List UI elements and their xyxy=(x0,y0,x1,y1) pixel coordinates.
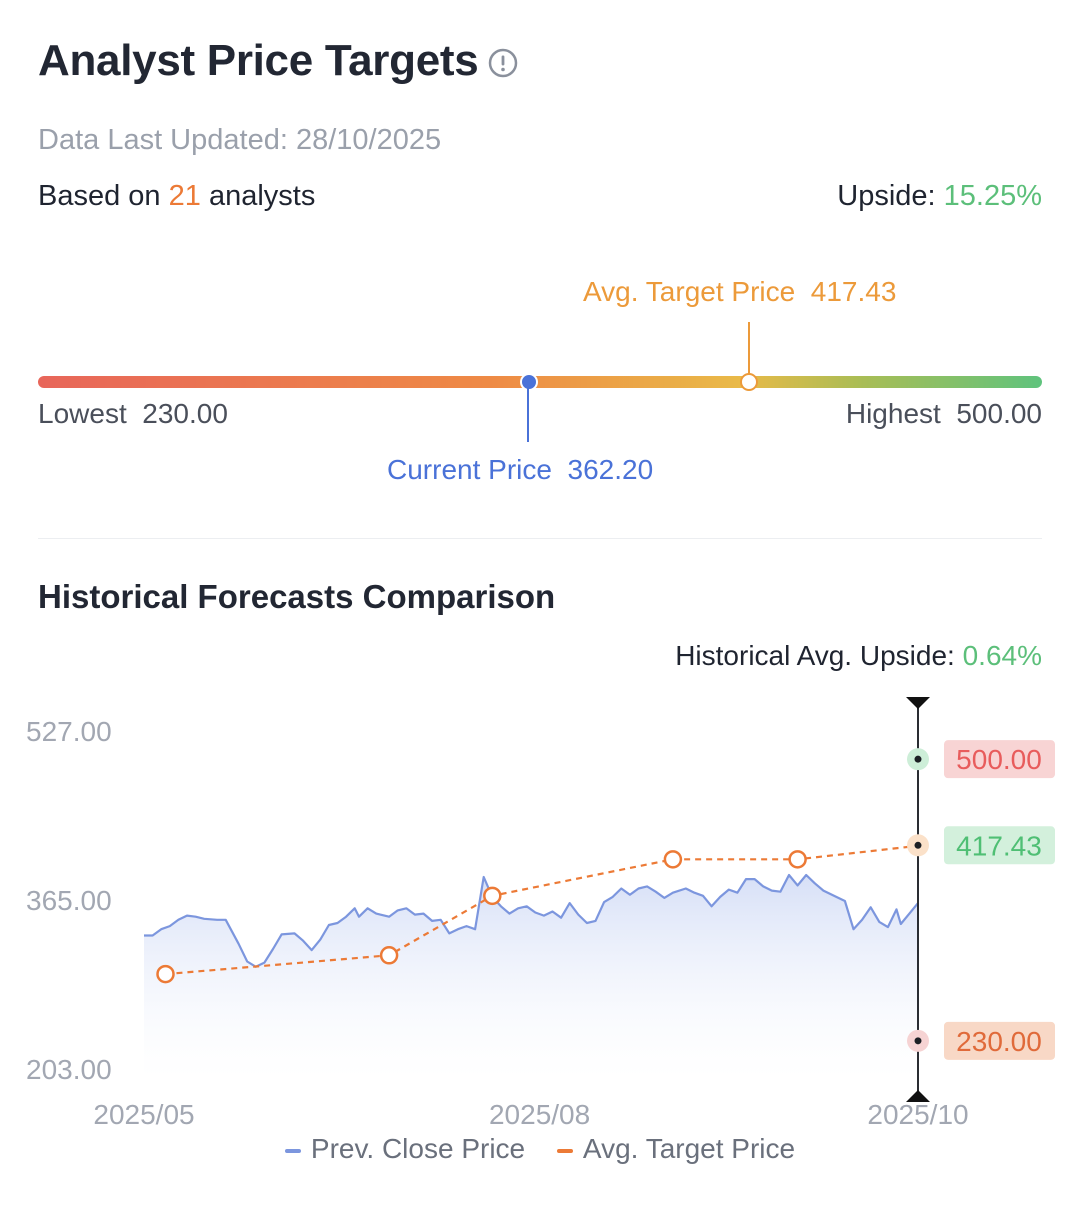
target-price-line xyxy=(165,844,919,976)
cursor-bottom-arrow xyxy=(906,1090,930,1102)
chart-legend: Prev. Close Price Avg. Target Price xyxy=(0,1133,1080,1165)
close-price-area xyxy=(144,875,918,1079)
analysts-count: Based on 21 analysts xyxy=(38,180,315,213)
close-price-line xyxy=(144,873,919,968)
upside-label: Upside: xyxy=(837,180,936,212)
last-updated: Data Last Updated: 28/10/2025 xyxy=(38,124,442,156)
marker-label-high: 500.00 xyxy=(956,744,1042,775)
highest-value: 500.00 xyxy=(956,398,1042,429)
avg-target-pointer xyxy=(748,322,750,376)
current-price-text: Current Price xyxy=(387,454,552,485)
marker-tag-avg xyxy=(944,826,1055,865)
avg-target-text: Avg. Target Price xyxy=(583,276,796,307)
target-price-point xyxy=(483,886,502,906)
lowest-text: Lowest xyxy=(38,398,127,429)
target-price-point xyxy=(788,850,807,869)
legend-swatch-target xyxy=(556,1148,573,1153)
legend-label-close: Prev. Close Price xyxy=(310,1133,526,1164)
target-price-point xyxy=(379,946,399,965)
legend-label-target: Avg. Target Price xyxy=(582,1133,796,1164)
marker-label-avg: 417.43 xyxy=(956,830,1042,861)
history-chart[interactable]: 527.00 365.00 203.00 2025/05 2025/08 2025/10 5… xyxy=(0,690,1080,1130)
section-divider xyxy=(38,538,1042,539)
highest-text: Highest xyxy=(845,398,941,429)
analysts-prefix: Based on xyxy=(38,180,161,212)
cursor-top-arrow xyxy=(906,697,930,709)
page-title: Analyst Price Targets xyxy=(38,36,479,85)
historical-upside-value: 0.64% xyxy=(962,640,1042,671)
analysts-suffix: analysts xyxy=(208,180,316,212)
legend-item-close[interactable]: Prev. Close Price xyxy=(284,1133,526,1165)
avg-target-marker xyxy=(740,373,758,391)
price-range-bar xyxy=(38,376,1042,388)
y-tick-label: 527.00 xyxy=(26,716,112,747)
x-tick-label: 2025/08 xyxy=(489,1099,590,1130)
marker-dot-low xyxy=(914,1037,922,1045)
legend-item-target[interactable]: Avg. Target Price xyxy=(556,1133,796,1165)
y-tick-label: 365.00 xyxy=(26,885,112,916)
current-price-label: Current Price 362.20 xyxy=(387,454,653,486)
lowest-value: 230.00 xyxy=(142,398,228,429)
marker-dot-avg xyxy=(914,841,922,849)
current-price-value: 362.20 xyxy=(567,454,654,485)
current-price-marker xyxy=(520,373,538,391)
current-price-pointer xyxy=(527,388,529,442)
target-price-point xyxy=(156,964,175,984)
avg-target-value: 417.43 xyxy=(810,276,897,307)
history-title: Historical Forecasts Comparison xyxy=(38,578,556,615)
historical-upside: Historical Avg. Upside: 0.64% xyxy=(675,640,1042,672)
y-tick-label: 203.00 xyxy=(26,1054,112,1085)
historical-upside-label: Historical Avg. Upside: xyxy=(675,640,955,671)
avg-target-label: Avg. Target Price 417.43 xyxy=(583,276,896,308)
x-tick-label: 2025/05 xyxy=(93,1099,194,1130)
marker-tag-low xyxy=(944,1021,1055,1060)
analysts-number: 21 xyxy=(168,180,201,212)
highest-label: Highest 500.00 xyxy=(846,398,1042,430)
marker-label-low: 230.00 xyxy=(956,1026,1042,1057)
legend-swatch-close xyxy=(284,1148,301,1153)
upside-summary: Upside: 15.25% xyxy=(837,180,1042,213)
marker-tag-high xyxy=(944,740,1055,779)
lowest-label: Lowest 230.00 xyxy=(38,398,228,430)
marker-dot-high xyxy=(914,755,922,763)
info-icon[interactable] xyxy=(488,48,518,78)
x-tick-label: 2025/10 xyxy=(867,1099,968,1130)
target-price-point xyxy=(663,850,683,869)
upside-value: 15.25% xyxy=(943,180,1042,212)
